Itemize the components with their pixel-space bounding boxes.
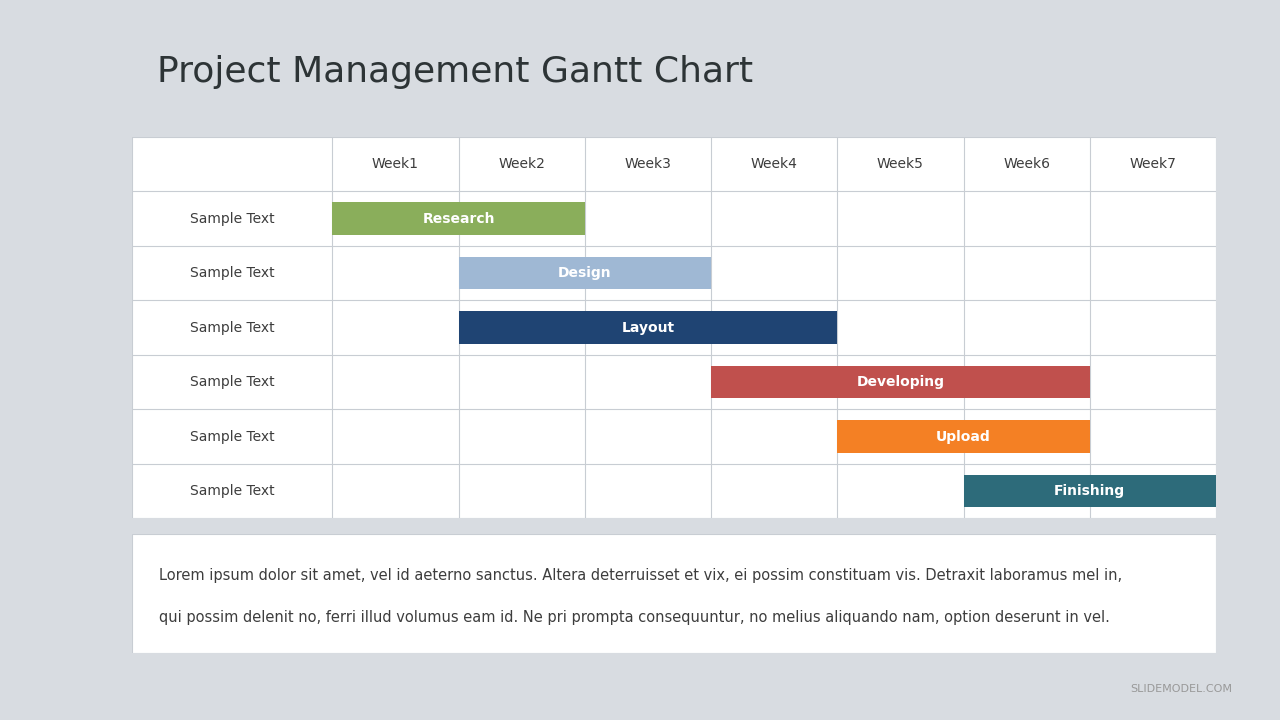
Text: Sample Text: Sample Text	[189, 375, 274, 389]
Text: Upload: Upload	[936, 430, 991, 444]
Bar	[333, 202, 585, 235]
Text: Lorem ipsum dolor sit amet, vel id aeterno sanctus. Altera deterruisset et vix, : Lorem ipsum dolor sit amet, vel id aeter…	[159, 568, 1123, 583]
Text: qui possim delenit no, ferri illud volumus eam id. Ne pri prompta consequuntur, : qui possim delenit no, ferri illud volum…	[159, 610, 1110, 625]
Text: Week5: Week5	[877, 157, 924, 171]
Text: Week6: Week6	[1004, 157, 1050, 171]
Bar	[458, 257, 712, 289]
Text: Sample Text: Sample Text	[189, 320, 274, 335]
Text: Sample Text: Sample Text	[189, 266, 274, 280]
Text: Design: Design	[558, 266, 612, 280]
Text: Week2: Week2	[498, 157, 545, 171]
Text: Week4: Week4	[751, 157, 797, 171]
Text: SLIDEMODEL.COM: SLIDEMODEL.COM	[1130, 684, 1233, 694]
Text: Sample Text: Sample Text	[189, 484, 274, 498]
Text: Layout: Layout	[621, 320, 675, 335]
Bar	[837, 420, 1089, 453]
Text: Finishing: Finishing	[1055, 484, 1125, 498]
Bar	[458, 311, 837, 344]
Bar	[712, 366, 1089, 398]
Text: Week1: Week1	[372, 157, 419, 171]
Text: Week7: Week7	[1129, 157, 1176, 171]
Text: Developing: Developing	[856, 375, 945, 389]
Text: Sample Text: Sample Text	[189, 212, 274, 225]
Text: Project Management Gantt Chart: Project Management Gantt Chart	[157, 55, 754, 89]
Bar	[964, 474, 1216, 508]
Text: Week3: Week3	[625, 157, 672, 171]
Text: Sample Text: Sample Text	[189, 430, 274, 444]
Text: Research: Research	[422, 212, 495, 225]
